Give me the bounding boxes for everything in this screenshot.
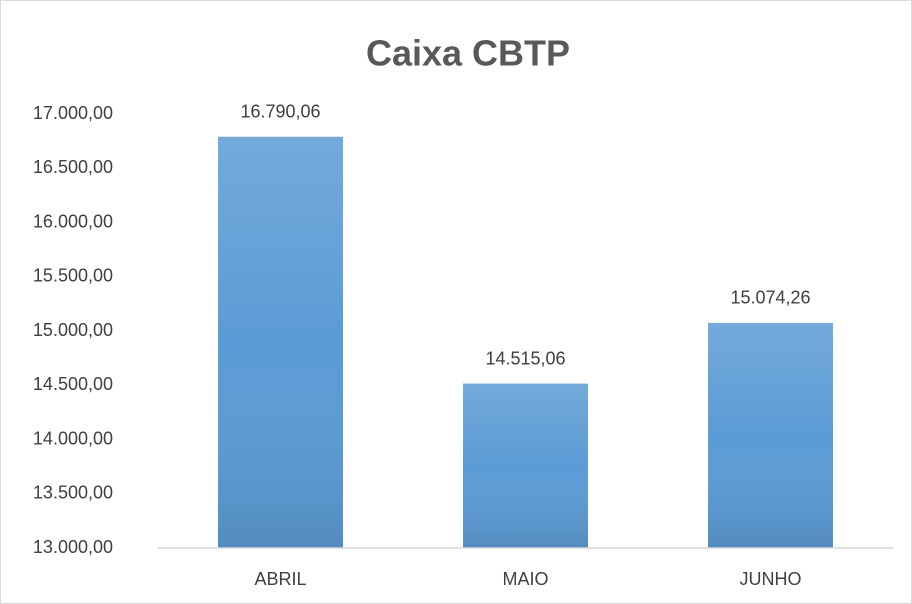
y-tick-label: 13.500,00	[33, 483, 113, 503]
chart-title: Caixa CBTP	[366, 33, 570, 74]
y-tick-label: 16.000,00	[33, 211, 113, 231]
y-tick-label: 14.000,00	[33, 428, 113, 448]
y-tick-label: 15.000,00	[33, 320, 113, 340]
y-tick-label: 13.000,00	[33, 537, 113, 557]
data-label: 16.790,06	[240, 102, 320, 122]
bar-shine	[463, 383, 588, 548]
y-tick-label: 16.500,00	[33, 157, 113, 177]
y-tick-label: 14.500,00	[33, 374, 113, 394]
bar-shine	[218, 136, 343, 548]
x-tick-label: JUNHO	[740, 569, 802, 589]
x-tick-label: ABRIL	[254, 569, 306, 589]
bar-shine	[708, 322, 833, 548]
x-tick-label: MAIO	[502, 569, 548, 589]
y-tick-label: 15.500,00	[33, 266, 113, 286]
y-tick-label: 17.000,00	[33, 103, 113, 123]
data-label: 14.515,06	[485, 348, 565, 368]
data-label: 15.074,26	[730, 288, 810, 308]
